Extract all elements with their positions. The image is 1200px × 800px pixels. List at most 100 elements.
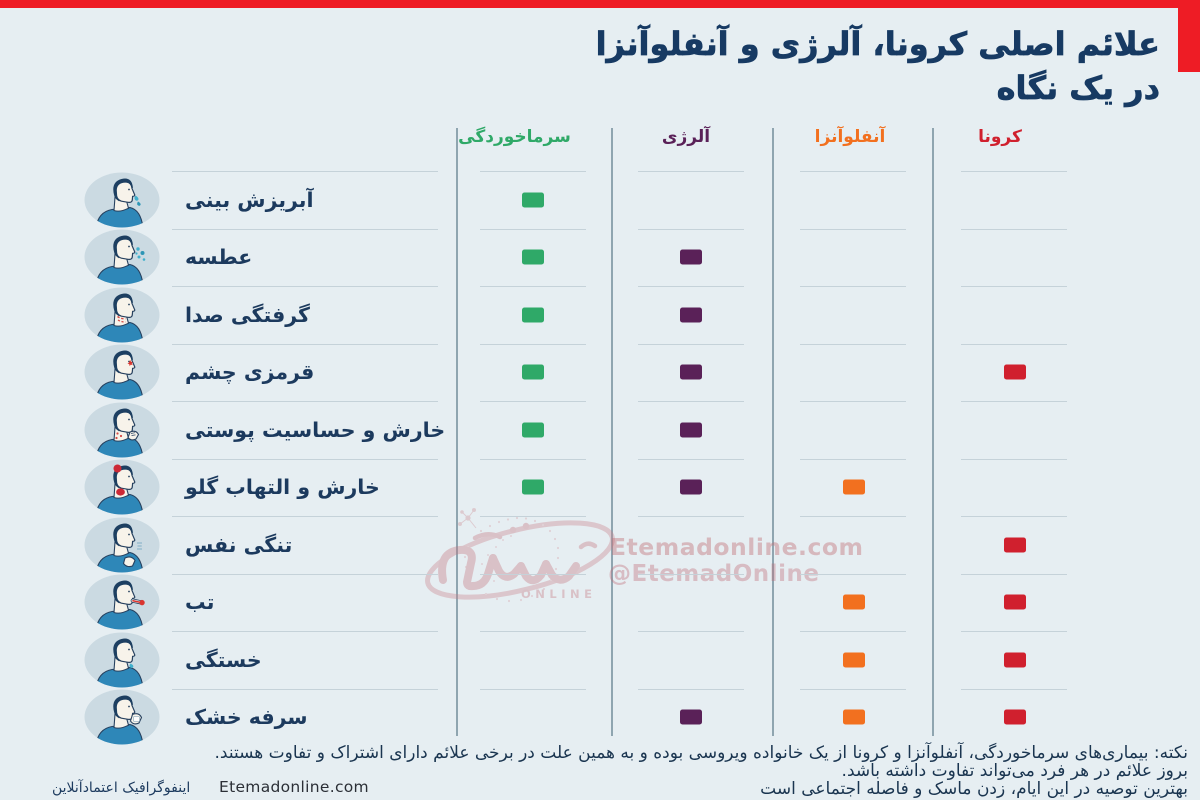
symptom-label: قرمزی چشم: [185, 360, 315, 384]
mark-flu: [842, 479, 865, 495]
cell-separator: [638, 171, 744, 172]
runny-nose-icon: [84, 172, 160, 228]
etemad-logo-watermark: ONLINE: [425, 508, 615, 603]
cell-separator: [961, 631, 1067, 632]
watermark-site-text: Etemadonline.com: [610, 533, 864, 561]
mark-flu: [842, 709, 865, 725]
cell-separator: [800, 573, 906, 575]
corner-red-block: [1178, 0, 1200, 72]
mark-allergy: [680, 479, 702, 495]
cell-separator: [961, 573, 1067, 575]
cell-separator: [961, 458, 1067, 460]
cell-separator: [800, 401, 906, 402]
row-separator: [172, 516, 438, 517]
symptom-label: تب: [185, 590, 215, 614]
mark-allergy: [680, 709, 702, 725]
cell-separator: [961, 171, 1067, 172]
column-divider: [456, 128, 458, 736]
mark-corona: [1003, 537, 1026, 552]
symptom-label: خارش و حساسیت پوستی: [185, 417, 446, 442]
skin-itch-icon: [84, 402, 160, 458]
cell-separator: [638, 573, 744, 575]
cell-separator: [480, 688, 586, 690]
cell-separator: [480, 573, 586, 575]
mark-allergy: [680, 422, 702, 437]
cell-separator: [961, 688, 1067, 690]
dry-cough-icon: [84, 689, 160, 745]
footer-site-url: Etemadonline.com: [219, 778, 369, 796]
row-separator: [172, 228, 438, 230]
cell-separator: [800, 286, 906, 287]
cell-separator: [638, 688, 744, 690]
cell-separator: [480, 631, 586, 632]
mark-corona: [1003, 709, 1026, 725]
cell-separator: [961, 516, 1067, 517]
hoarse-voice-icon: [84, 287, 160, 343]
column-header-cold: سرماخوردگی: [458, 127, 571, 147]
cell-separator: [480, 343, 586, 345]
footer-credit: اینفوگرافیک اعتمادآنلاین: [52, 780, 191, 796]
sneeze-icon: [84, 229, 160, 285]
mark-allergy: [680, 307, 702, 322]
top-red-strip: [0, 0, 1200, 8]
mark-flu: [842, 594, 865, 610]
cell-separator: [638, 228, 744, 230]
column-header-corona: کرونا: [978, 127, 1022, 147]
mark-cold: [522, 364, 544, 380]
symptom-label: گرفتگی صدا: [185, 302, 310, 327]
symptom-label: تنگی نفس: [185, 532, 293, 557]
red-eye-icon: [84, 344, 160, 400]
symptom-label: خستگی: [185, 647, 262, 672]
cell-separator: [480, 401, 586, 402]
title-line-2: در یک نگاه: [996, 69, 1160, 108]
svg-text:ONLINE: ONLINE: [521, 587, 597, 601]
cell-separator: [480, 171, 586, 172]
fever-icon: [84, 574, 160, 630]
row-separator: [172, 401, 438, 402]
cell-separator: [480, 286, 586, 287]
cell-separator: [638, 458, 744, 460]
mark-corona: [1003, 652, 1026, 667]
cell-separator: [638, 516, 744, 517]
note-line-3: بهترین توصیه در این ایام، زدن ماسک و فاص…: [760, 778, 1188, 799]
note-line-2: بروز علائم در هر فرد می‌تواند تفاوت داشت…: [841, 761, 1188, 781]
symptom-label: عطسه: [185, 245, 253, 269]
cell-separator: [961, 228, 1067, 230]
column-divider: [932, 128, 934, 736]
cell-separator: [800, 228, 906, 230]
fatigue-icon: [84, 632, 160, 688]
mark-corona: [1003, 364, 1026, 380]
column-divider: [772, 128, 774, 736]
column-header-allergy: آلرژی: [661, 127, 711, 147]
cell-separator: [961, 286, 1067, 287]
mark-cold: [522, 192, 544, 207]
row-separator: [172, 573, 438, 575]
row-separator: [172, 631, 438, 632]
mark-cold: [522, 479, 544, 495]
cell-separator: [638, 343, 744, 345]
mark-cold: [522, 249, 544, 265]
cell-separator: [638, 401, 744, 402]
row-separator: [172, 343, 438, 345]
sore-throat-icon: [84, 459, 160, 515]
cell-separator: [961, 343, 1067, 345]
mark-allergy: [680, 364, 702, 380]
row-separator: [172, 171, 438, 172]
short-breath-icon: [84, 517, 160, 573]
mark-corona: [1003, 594, 1026, 610]
cell-separator: [638, 631, 744, 632]
cell-separator: [800, 516, 906, 517]
cell-separator: [480, 458, 586, 460]
cell-separator: [638, 286, 744, 287]
symptom-label: سرفه خشک: [185, 705, 308, 729]
row-separator: [172, 688, 438, 690]
cell-separator: [480, 228, 586, 230]
row-separator: [172, 458, 438, 460]
mark-cold: [522, 307, 544, 322]
mark-flu: [842, 652, 865, 667]
cell-separator: [800, 458, 906, 460]
note-line-1: نکته: بیماری‌های سرماخوردگی، آنفلوآنزا و…: [214, 743, 1188, 763]
cell-separator: [961, 401, 1067, 402]
mark-cold: [522, 422, 544, 437]
